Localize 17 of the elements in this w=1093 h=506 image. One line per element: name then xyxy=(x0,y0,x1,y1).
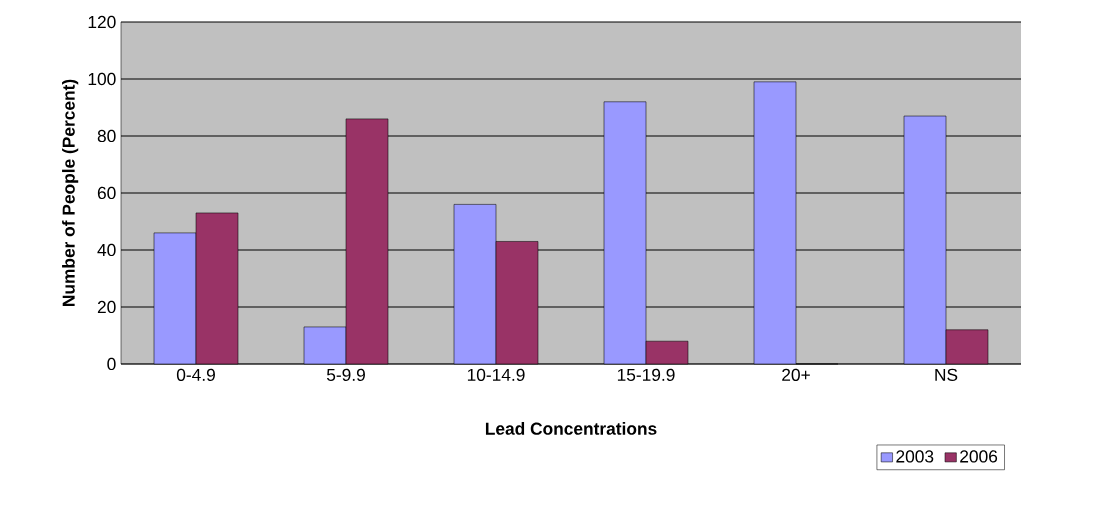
x-axis-title: Lead Concentrations xyxy=(485,422,657,435)
legend-label: 2003 xyxy=(896,450,934,463)
legend-label: 2006 xyxy=(960,450,998,463)
y-tick-label: 20 xyxy=(97,300,116,314)
y-tick-label: 100 xyxy=(88,72,116,86)
x-tick-label: 15-19.9 xyxy=(617,368,675,381)
x-tick-label: 5-9.9 xyxy=(326,368,365,381)
y-tick-label: 60 xyxy=(97,186,116,200)
y-axis-title: Number of People (Percent) xyxy=(62,79,79,306)
y-tick-label: 0 xyxy=(107,357,116,371)
y-tick-label: 40 xyxy=(97,243,116,257)
x-tick-label: 0-4.9 xyxy=(176,368,215,381)
y-tick-label: 80 xyxy=(97,129,116,143)
y-tick-label: 120 xyxy=(88,15,116,29)
x-tick-label: 20+ xyxy=(782,368,810,381)
x-tick-label: 10-14.9 xyxy=(467,368,525,381)
x-tick-label: NS xyxy=(935,368,958,381)
